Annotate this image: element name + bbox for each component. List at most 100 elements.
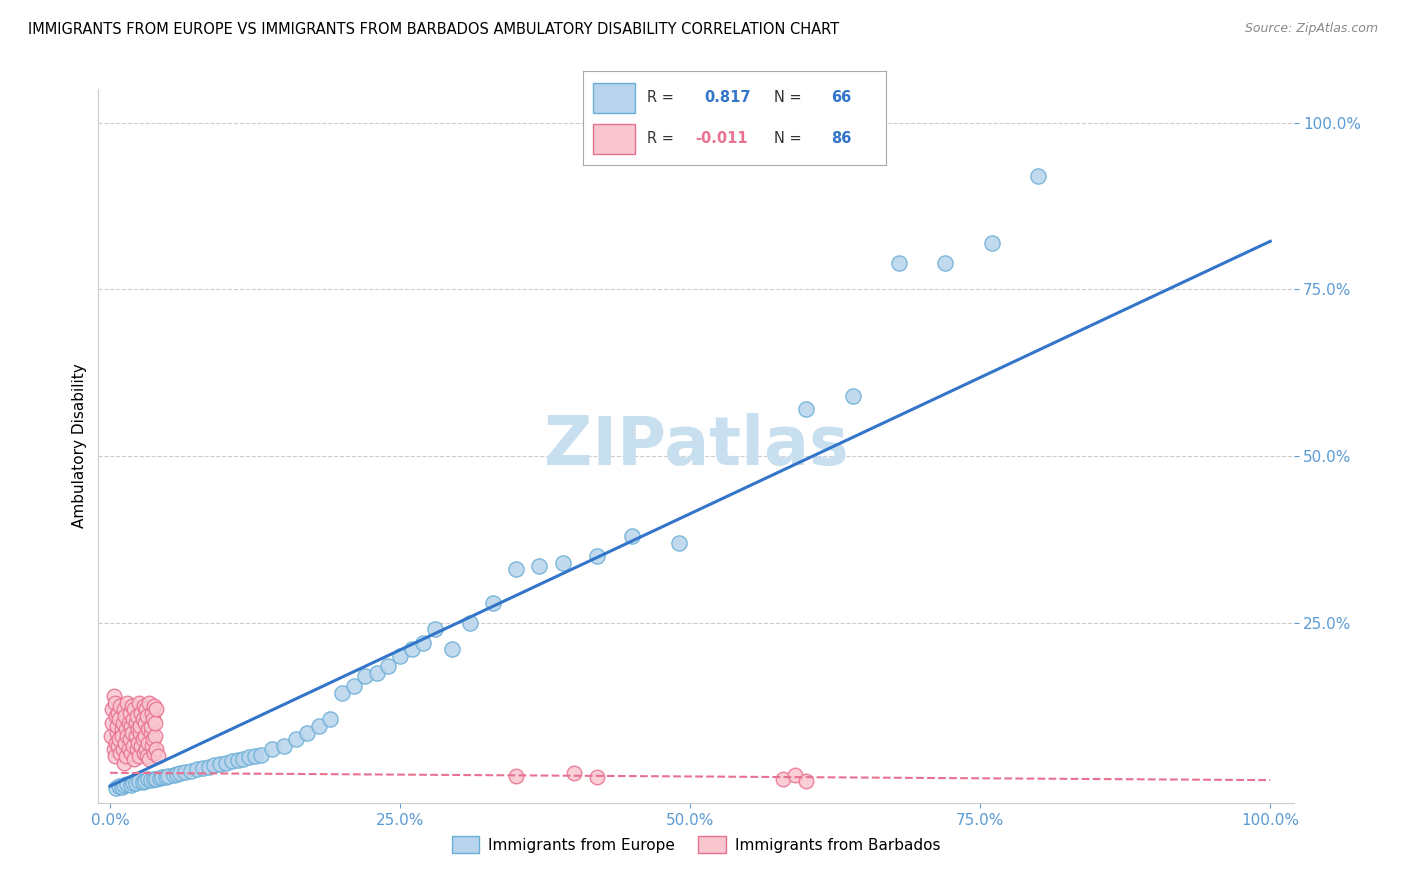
Point — [934, 255, 956, 269]
Point — [146, 749, 169, 764]
Point — [120, 746, 142, 760]
Point — [551, 556, 574, 570]
Point — [127, 723, 149, 737]
Point — [134, 715, 156, 730]
Point — [124, 776, 146, 790]
Point — [132, 746, 155, 760]
Point — [887, 255, 910, 269]
Point — [150, 771, 173, 785]
Point — [118, 732, 141, 747]
Point — [308, 719, 330, 733]
Point — [104, 709, 127, 723]
Point — [122, 713, 145, 727]
Point — [131, 739, 153, 753]
Point — [841, 389, 863, 403]
Point — [117, 742, 139, 756]
Point — [794, 774, 817, 789]
Point — [108, 732, 131, 747]
Point — [273, 739, 295, 753]
Point — [441, 642, 464, 657]
Point — [128, 774, 150, 789]
Point — [124, 729, 146, 743]
Point — [186, 763, 208, 777]
Point — [136, 749, 159, 764]
Point — [136, 709, 159, 723]
Point — [141, 739, 163, 753]
Point — [121, 725, 143, 739]
Point — [250, 747, 273, 762]
Point — [112, 702, 135, 716]
Point — [131, 732, 153, 747]
Point — [458, 615, 481, 630]
Point — [128, 749, 150, 764]
Point — [108, 779, 131, 793]
Point — [132, 699, 155, 714]
Point — [136, 772, 159, 787]
Point — [122, 776, 145, 790]
Point — [330, 686, 353, 700]
Legend: Immigrants from Europe, Immigrants from Barbados: Immigrants from Europe, Immigrants from … — [446, 830, 946, 859]
Point — [135, 742, 157, 756]
Point — [103, 742, 125, 756]
Point — [114, 736, 136, 750]
Point — [191, 761, 214, 775]
Point — [125, 742, 148, 756]
Point — [104, 749, 127, 764]
Point — [118, 706, 141, 720]
Point — [134, 773, 156, 788]
Point — [155, 770, 177, 784]
Point — [104, 696, 127, 710]
Point — [117, 696, 139, 710]
Point — [129, 719, 152, 733]
Point — [297, 725, 319, 739]
Point — [128, 696, 150, 710]
Point — [117, 729, 139, 743]
Text: 86: 86 — [831, 131, 852, 146]
Point — [174, 765, 197, 780]
Point — [180, 764, 202, 778]
Text: 66: 66 — [831, 90, 852, 105]
Point — [1026, 169, 1049, 183]
Point — [120, 719, 142, 733]
Point — [243, 749, 266, 764]
Point — [505, 562, 527, 576]
Text: N =: N = — [773, 131, 806, 146]
Point — [586, 549, 609, 563]
Text: R =: R = — [647, 90, 679, 105]
Point — [562, 765, 585, 780]
FancyBboxPatch shape — [592, 83, 636, 112]
Text: Source: ZipAtlas.com: Source: ZipAtlas.com — [1244, 22, 1378, 36]
Point — [145, 742, 167, 756]
Point — [354, 669, 377, 683]
Point — [107, 739, 129, 753]
Point — [131, 713, 153, 727]
Point — [586, 771, 609, 785]
Point — [105, 725, 128, 739]
Point — [139, 719, 162, 733]
Point — [136, 736, 159, 750]
Point — [142, 732, 165, 747]
Point — [232, 752, 254, 766]
Point — [131, 775, 153, 789]
Point — [136, 723, 159, 737]
Point — [139, 725, 162, 739]
Point — [101, 715, 124, 730]
Point — [668, 535, 690, 549]
Point — [111, 780, 134, 794]
Point — [135, 702, 157, 716]
Point — [284, 732, 307, 747]
Point — [117, 777, 139, 791]
Point — [238, 750, 260, 764]
Point — [215, 756, 238, 770]
Point — [117, 715, 139, 730]
Point — [111, 742, 134, 756]
Point — [772, 772, 794, 787]
Point — [143, 746, 166, 760]
Point — [127, 736, 149, 750]
Point — [100, 729, 122, 743]
Point — [197, 760, 219, 774]
Point — [134, 729, 156, 743]
Point — [166, 767, 188, 781]
Point — [129, 725, 152, 739]
Point — [343, 679, 366, 693]
